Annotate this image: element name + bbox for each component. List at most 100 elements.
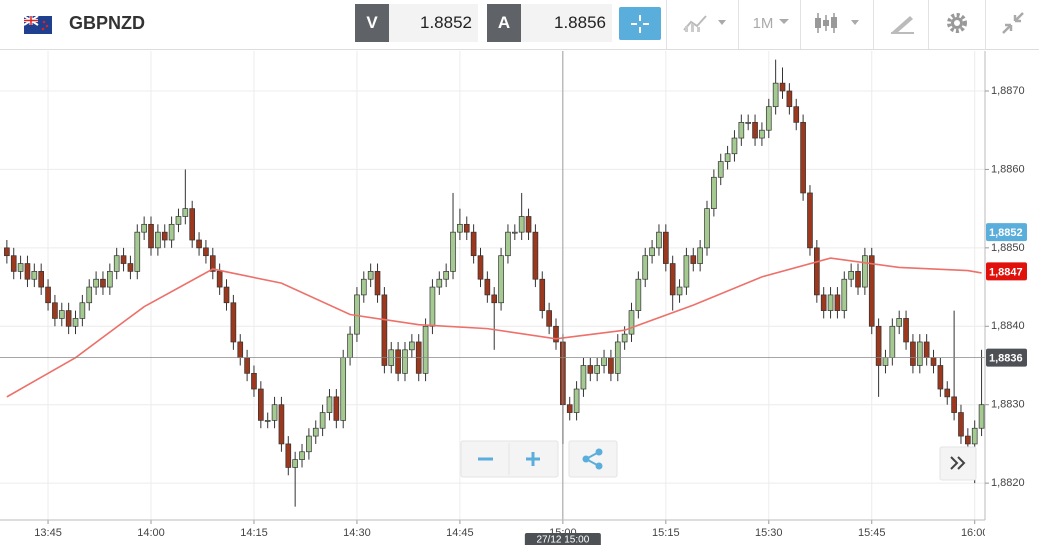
- ask-label[interactable]: A: [487, 4, 521, 42]
- candle-body: [635, 278, 642, 311]
- separator: [738, 0, 739, 49]
- candle-body: [360, 278, 367, 296]
- candle-body: [868, 255, 875, 327]
- candle-body: [683, 255, 690, 288]
- toolbar: GBPNZD V 1.8852 A 1.8856 1M: [0, 0, 1039, 50]
- separator: [873, 0, 874, 49]
- candle-body: [834, 294, 841, 311]
- candle-body: [896, 318, 903, 327]
- candle-body: [271, 404, 278, 421]
- candle-body: [10, 255, 17, 272]
- candle-body: [608, 357, 614, 374]
- candle-body: [196, 239, 202, 249]
- candle-body: [306, 435, 312, 453]
- candle-body: [333, 396, 340, 421]
- candle-body: [772, 82, 779, 108]
- candle-body: [731, 137, 738, 155]
- candle-body: [65, 310, 72, 327]
- candle-body: [965, 435, 971, 445]
- candle-body: [395, 349, 401, 374]
- settings-button[interactable]: [940, 4, 974, 42]
- candle-body: [916, 341, 923, 366]
- separator: [985, 0, 986, 49]
- candle-body: [38, 271, 45, 288]
- candle-body: [477, 255, 484, 280]
- candle-body: [759, 129, 765, 139]
- candle-body: [367, 271, 374, 280]
- crosshair-time-box: [524, 533, 601, 545]
- candle-body: [882, 357, 889, 366]
- candle-body: [319, 412, 326, 429]
- candle-body: [800, 122, 806, 194]
- candle-body: [724, 153, 731, 162]
- candle-body: [875, 325, 882, 366]
- candle-body: [642, 255, 649, 280]
- candle-body: [752, 122, 758, 139]
- candle-body: [72, 318, 79, 327]
- candle-body: [79, 302, 86, 319]
- candle-body: [532, 231, 539, 280]
- candle-body: [649, 247, 655, 257]
- candle-body: [793, 106, 800, 123]
- candle-body: [175, 216, 182, 225]
- candle-body: [951, 396, 957, 413]
- candle-body: [814, 247, 820, 296]
- scroll-end-button[interactable]: [939, 446, 977, 481]
- scroll-icon: [950, 456, 966, 470]
- caret: [779, 19, 789, 24]
- candle-body: [264, 420, 271, 422]
- candle-body: [107, 271, 113, 288]
- candle-body: [113, 255, 120, 272]
- candle-body: [862, 255, 868, 288]
- candle-body: [230, 302, 237, 343]
- chart-type-button[interactable]: [682, 4, 730, 42]
- share-dot: [582, 455, 590, 463]
- candle-body: [31, 271, 38, 280]
- ask-price[interactable]: 1.8856: [521, 4, 612, 42]
- candle-body: [971, 427, 978, 445]
- zoom-controls[interactable]: [460, 440, 559, 478]
- bid-label[interactable]: V: [355, 4, 389, 42]
- candle-body: [299, 451, 305, 460]
- symbol: GBPNZD: [69, 12, 145, 33]
- candle-body: [141, 223, 147, 233]
- candle-body: [717, 161, 724, 178]
- candle-body: [209, 255, 216, 272]
- candle-body: [711, 176, 717, 209]
- x-tick-label: 15:15: [652, 527, 680, 539]
- x-tick-label: 16:00: [961, 527, 989, 539]
- compress-button[interactable]: [996, 4, 1030, 42]
- share-button[interactable]: [568, 440, 618, 478]
- bid-price[interactable]: 1.8852: [389, 4, 478, 42]
- candle-body: [470, 231, 477, 257]
- candle-body: [601, 357, 607, 366]
- candle-body: [738, 122, 745, 139]
- candle-body: [374, 271, 381, 296]
- candle-body: [553, 325, 559, 343]
- crosshair-button[interactable]: [619, 7, 661, 40]
- candle-body: [662, 231, 669, 264]
- candle-body: [697, 247, 703, 264]
- crosshair-icon: [631, 14, 649, 33]
- candle-body: [841, 278, 848, 311]
- price-label: 1,8852: [989, 227, 1023, 239]
- pen-icon: [891, 16, 914, 34]
- candle-body: [93, 278, 99, 288]
- timeframe[interactable]: 1M: [752, 14, 774, 32]
- candle-body: [827, 294, 834, 311]
- gear-icon: [947, 13, 967, 33]
- candle-body: [505, 231, 511, 257]
- candle-type-button[interactable]: [813, 4, 865, 42]
- candle-body: [690, 255, 697, 264]
- compress-icon: [1002, 12, 1024, 34]
- candle-body: [525, 216, 532, 233]
- candle-body: [292, 459, 298, 468]
- candle-body: [491, 294, 498, 304]
- candle-body: [484, 278, 491, 296]
- x-tick-label: 14:45: [446, 527, 474, 539]
- crosshair-price-label: 1,8836: [989, 353, 1023, 365]
- separator: [928, 0, 929, 49]
- draw-button[interactable]: [885, 4, 919, 42]
- candle-body: [958, 412, 964, 437]
